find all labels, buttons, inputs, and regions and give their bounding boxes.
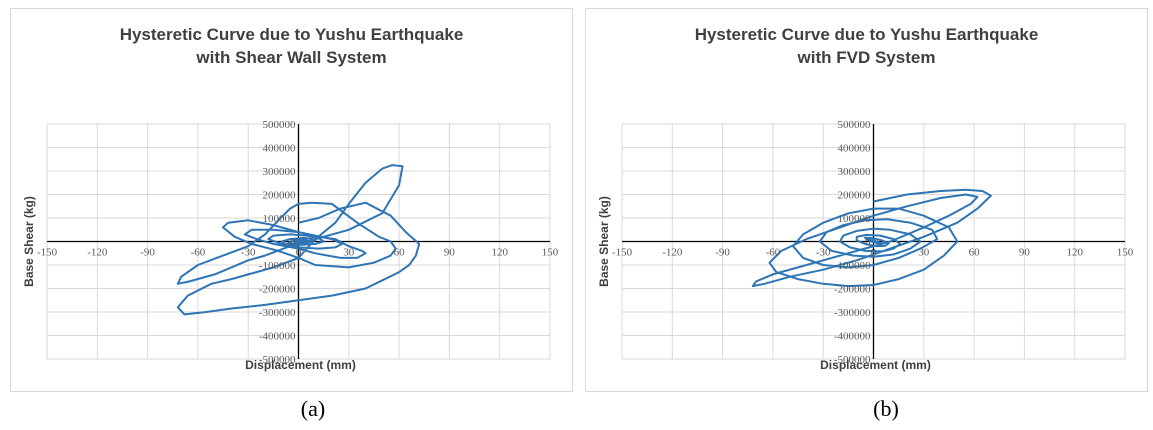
hysteresis-curve: [751, 188, 992, 288]
y-tick-label: 300000: [263, 166, 297, 178]
chart-title-line-2: with Shear Wall System: [196, 48, 387, 67]
x-tick-label: -150: [37, 247, 58, 259]
x-tick-label: 150: [1117, 247, 1134, 259]
chart-panel-a: Hysteretic Curve due to Yushu Earthquake…: [10, 8, 573, 392]
y-axis-title: Base Shear (kg): [22, 196, 36, 287]
y-tick-label: -400000: [834, 331, 871, 343]
y-tick-label: -100000: [834, 260, 871, 272]
chart-title-line-1: Hysteretic Curve due to Yushu Earthquake: [694, 25, 1039, 44]
x-tick-label: 0: [296, 247, 302, 259]
chart-title: Hysteretic Curve due to Yushu Earthquake…: [11, 23, 572, 69]
x-tick-label: 30: [918, 247, 930, 259]
x-tick-label: -30: [241, 247, 256, 259]
x-tick-label: 30: [343, 247, 355, 259]
caption-a: (a): [300, 396, 326, 421]
hysteresis-plot-fvd: 5000004000003000002000001000000-100000-2…: [597, 119, 1134, 372]
y-tick-label: 500000: [263, 119, 297, 131]
y-tick-label: -400000: [259, 331, 296, 343]
y-tick-label: 200000: [838, 190, 872, 202]
y-tick-label: -500000: [834, 354, 871, 366]
x-tick-label: -150: [612, 247, 633, 259]
y-tick-label: -200000: [259, 284, 296, 296]
x-tick-label: 0: [871, 247, 877, 259]
x-tick-label: -60: [191, 247, 206, 259]
x-tick-label: -120: [662, 247, 683, 259]
y-tick-label: 100000: [263, 213, 297, 225]
y-tick-label: 500000: [838, 119, 872, 131]
chart-panel-b: Hysteretic Curve due to Yushu Earthquake…: [585, 8, 1148, 392]
x-tick-label: -90: [715, 247, 730, 259]
x-tick-label: -30: [816, 247, 831, 259]
y-tick-label: 400000: [838, 143, 872, 155]
y-tick-label: -200000: [834, 284, 871, 296]
y-tick-label: 100000: [838, 213, 872, 225]
y-tick-label: 0: [865, 237, 871, 249]
chart-title-line-2: with FVD System: [797, 48, 936, 67]
y-tick-label: -300000: [259, 307, 296, 319]
x-tick-label: 90: [1019, 247, 1031, 259]
caption-b: (b): [873, 396, 899, 421]
hysteresis-curve: [176, 164, 421, 316]
y-tick-label: 400000: [263, 143, 297, 155]
y-tick-label: 0: [290, 237, 296, 249]
x-tick-label: -90: [140, 247, 155, 259]
y-tick-label: -100000: [259, 260, 296, 272]
chart-title-line-1: Hysteretic Curve due to Yushu Earthquake: [119, 25, 464, 44]
x-tick-label: 90: [444, 247, 456, 259]
y-tick-label: -300000: [834, 307, 871, 319]
x-tick-label: 60: [969, 247, 981, 259]
x-axis-title: Displacement (mm): [245, 358, 356, 372]
x-tick-label: 120: [1066, 247, 1083, 259]
x-tick-label: -60: [766, 247, 781, 259]
y-tick-label: -500000: [259, 354, 296, 366]
y-tick-label: 200000: [263, 190, 297, 202]
y-axis-title: Base Shear (kg): [597, 196, 611, 287]
chart-title: Hysteretic Curve due to Yushu Earthquake…: [586, 23, 1147, 69]
x-tick-label: 60: [394, 247, 406, 259]
hysteresis-plot-shear-wall: 5000004000003000002000001000000-100000-2…: [22, 119, 559, 372]
x-tick-label: -120: [87, 247, 108, 259]
x-tick-label: 150: [542, 247, 559, 259]
y-tick-label: 300000: [838, 166, 872, 178]
x-axis-title: Displacement (mm): [820, 358, 931, 372]
x-tick-label: 120: [491, 247, 508, 259]
